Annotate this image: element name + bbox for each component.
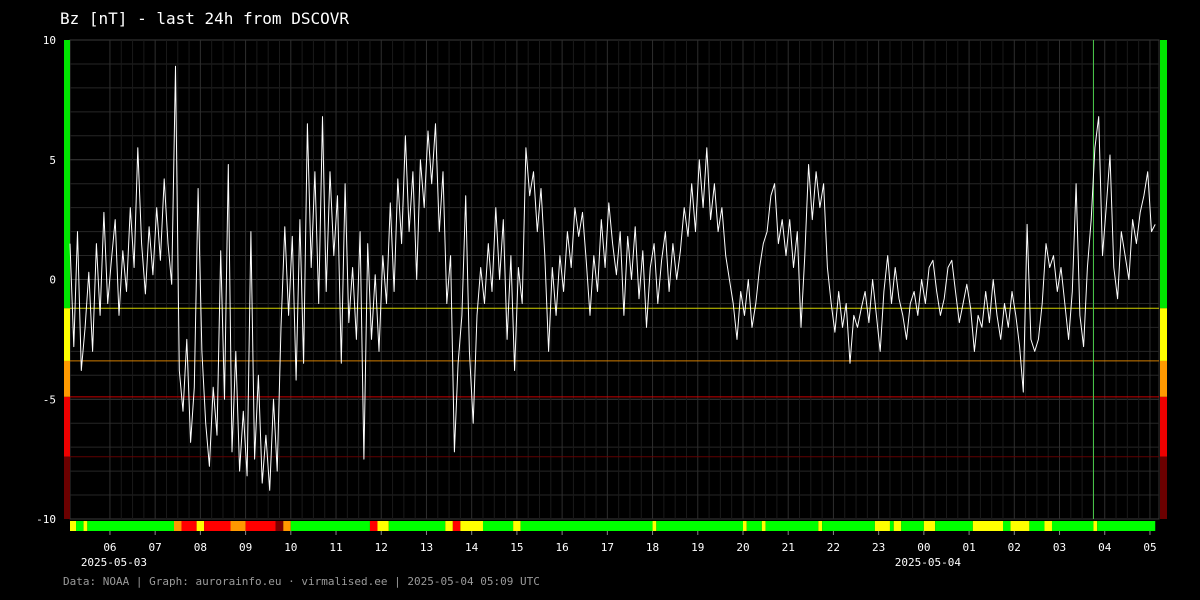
footer-credits: Data: NOAA | Graph: aurorainfo.eu · virm… [63,575,540,588]
x-tick-label: 12 [375,541,388,554]
status-segment [874,521,890,531]
x-tick-label: 05 [1143,541,1156,554]
status-segment [901,521,924,531]
status-segment [196,521,205,531]
status-segment [765,521,819,531]
y-tick-label: 0 [49,274,56,287]
status-segment [83,521,88,531]
status-segment [388,521,446,531]
x-tick-label: 09 [239,541,252,554]
status-segment [923,521,936,531]
x-tick-label: 04 [1098,541,1112,554]
status-segment [889,521,894,531]
status-segment [482,521,514,531]
x-tick-label: 14 [465,541,479,554]
status-segment [452,521,461,531]
x-tick-label: 21 [782,541,795,554]
status-segment [893,521,902,531]
x-tick-label: 17 [601,541,614,554]
status-segment [283,521,291,531]
status-segment [460,521,483,531]
status-segment [230,521,246,531]
x-tick-label: 06 [103,541,116,554]
threshold-lines [70,307,1159,458]
date-label: 2025-05-04 [895,556,962,569]
x-tick-label: 20 [736,541,749,554]
y-tick-label: 10 [43,34,56,47]
severity-band-left [64,456,70,519]
x-tick-label: 02 [1008,541,1021,554]
status-segment [822,521,875,531]
severity-band-right [1160,40,1167,309]
bz-series-line [69,65,1156,491]
y-tick-label: -10 [36,513,56,526]
x-tick-label: 15 [510,541,523,554]
severity-band-right [1160,308,1167,361]
date-label: 2025-05-03 [81,556,147,569]
grid [69,39,1160,520]
status-segment [76,521,84,531]
status-segment [761,521,766,531]
x-tick-label: 03 [1053,541,1066,554]
severity-band-left [64,396,70,457]
y-tick-label: -5 [43,393,56,406]
x-tick-label: 23 [872,541,885,554]
x-tick-label: 07 [149,541,162,554]
status-segment [290,521,370,531]
status-segment [87,521,175,531]
status-segment [652,521,657,531]
status-segment [204,521,231,531]
severity-band-right [1160,360,1167,397]
severity-band-right [1160,456,1167,519]
status-segment [746,521,762,531]
severity-band-left [64,308,70,361]
status-segment [275,521,284,531]
status-segment [1093,521,1098,531]
status-segment [1002,521,1011,531]
status-segment [181,521,197,531]
x-tick-label: 22 [827,541,840,554]
severity-band-left [64,40,70,309]
status-segment [174,521,182,531]
status-segment [818,521,823,531]
status-segment [656,521,743,531]
severity-band-right [1160,396,1167,457]
status-segment [1029,521,1045,531]
status-segment [1044,521,1052,531]
x-tick-label: 01 [962,541,975,554]
x-tick-label: 11 [329,541,342,554]
status-segment [1010,521,1030,531]
series-layer [69,65,1156,491]
y-tick-label: 5 [49,154,56,167]
x-tick-label: 16 [555,541,568,554]
x-tick-label: 10 [284,541,297,554]
status-segment [972,521,1003,531]
severity-band-left [64,360,70,397]
status-segment [445,521,453,531]
status-segment [377,521,389,531]
chart-title: Bz [nT] - last 24h from DSCOVR [60,9,349,28]
x-tick-label: 18 [646,541,659,554]
status-segment [369,521,378,531]
x-tick-label: 08 [194,541,207,554]
status-segment [1051,521,1094,531]
status-segment [245,521,276,531]
status-segment [1097,521,1156,531]
x-tick-label: 00 [917,541,930,554]
x-tick-label: 13 [420,541,433,554]
status-segment [742,521,747,531]
status-segment [70,521,77,531]
status-segment [513,521,521,531]
status-segment [935,521,973,531]
status-segment [520,521,653,531]
severity-side-bands [64,40,1167,519]
status-bar [70,521,1156,531]
x-tick-label: 19 [691,541,704,554]
